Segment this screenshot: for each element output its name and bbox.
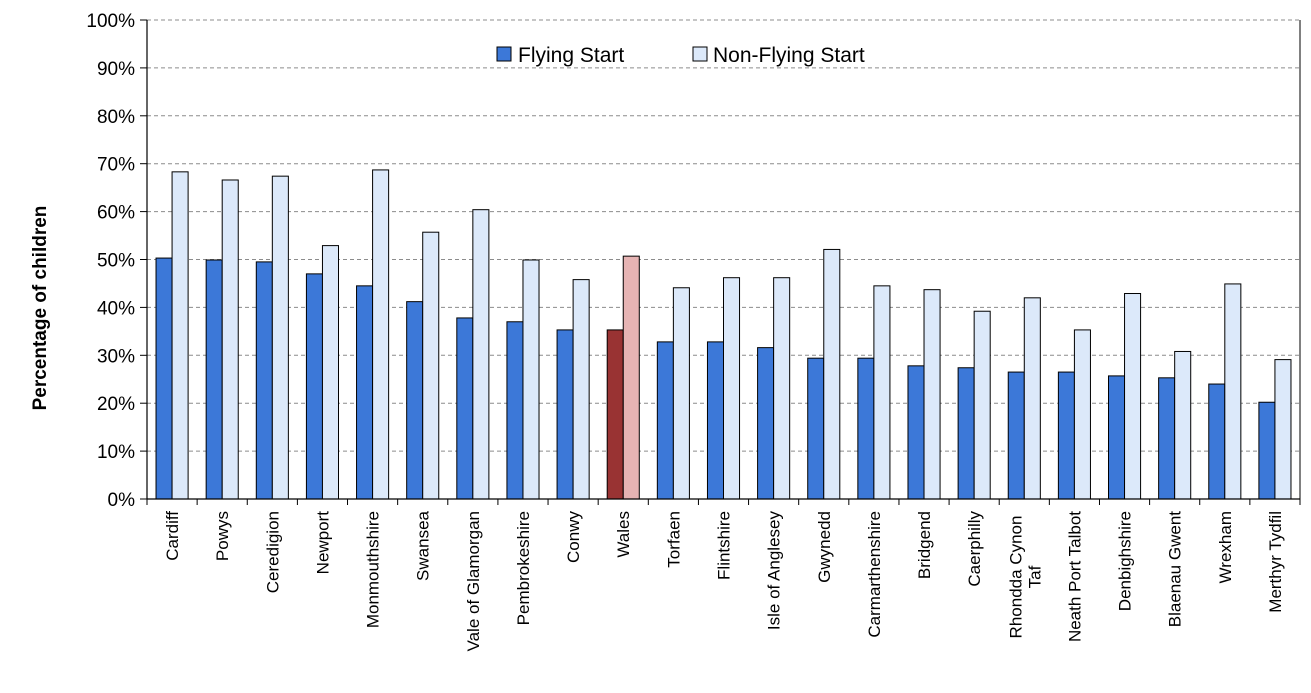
bar-non-flying-start-denbighshire — [1124, 293, 1142, 500]
bar-flying-start-isle-of-anglesey — [757, 347, 775, 500]
bar-flying-start-rhondda-cynon-taf — [1007, 371, 1025, 500]
legend-label-flying-start: Flying Start — [518, 44, 624, 67]
bar-flying-start-wales — [606, 329, 624, 500]
bar-flying-start-bridgend — [907, 365, 925, 500]
x-tick-label: Flintshire — [715, 511, 734, 580]
bar-non-flying-start-rhondda-cynon-taf — [1023, 297, 1041, 500]
y-tick-label: 60% — [97, 203, 135, 224]
bar-flying-start-newport — [305, 273, 323, 500]
x-tick-label: Isle of Anglesey — [765, 511, 784, 631]
bar-flying-start-ceredigion — [255, 261, 273, 500]
bar-flying-start-torfaen — [656, 341, 674, 500]
y-tick-label: 20% — [97, 394, 135, 415]
x-tick-label: Carmarthenshire — [865, 511, 884, 638]
bar-flying-start-wrexham — [1208, 383, 1226, 500]
y-tick-label: 30% — [97, 346, 135, 367]
x-tick-label: Gwynedd — [815, 511, 834, 583]
x-tick-label: Blaenau Gwent — [1166, 511, 1185, 628]
y-axis-label: Percentage of children — [30, 206, 51, 411]
bar-flying-start-cardiff — [155, 257, 173, 500]
bar-non-flying-start-neath-port-talbot — [1073, 329, 1091, 500]
legend-label-non-flying-start: Non-Flying Start — [713, 44, 865, 67]
bar-non-flying-start-flintshire — [723, 277, 741, 500]
bar-flying-start-vale-of-glamorgan — [456, 317, 474, 500]
bar-non-flying-start-ceredigion — [271, 175, 289, 500]
bar-non-flying-start-gwynedd — [823, 248, 841, 500]
bar-flying-start-swansea — [406, 301, 424, 500]
bar-non-flying-start-bridgend — [923, 289, 941, 500]
bar-non-flying-start-pembrokeshire — [522, 259, 540, 500]
bar-non-flying-start-vale-of-glamorgan — [472, 209, 490, 500]
x-tick-label: Wales — [614, 511, 633, 558]
y-tick-label: 90% — [97, 59, 135, 80]
x-tick-label: Swansea — [414, 510, 433, 580]
x-tick-label: Monmouthshire — [364, 511, 383, 628]
bar-non-flying-start-blaenau-gwent — [1174, 350, 1192, 500]
legend-swatch-flying-start — [496, 46, 512, 62]
bar-flying-start-merthyr-tydfil — [1258, 401, 1276, 500]
legend-swatch-non-flying-start — [692, 46, 708, 62]
bar-non-flying-start-cardiff — [171, 171, 189, 500]
bars — [155, 169, 1292, 500]
bar-flying-start-carmarthenshire — [857, 357, 875, 500]
y-tick-label: 70% — [97, 155, 135, 176]
bar-flying-start-pembrokeshire — [506, 321, 524, 500]
x-tick-label: Ceredigion — [263, 511, 282, 593]
x-tick-label: Vale of Glamorgan — [464, 511, 483, 651]
bar-non-flying-start-caerphilly — [973, 310, 991, 500]
bar-non-flying-start-isle-of-anglesey — [773, 277, 791, 500]
x-axis: Cardiff Powys Ceredigion Newport Monmouthshi… — [146, 498, 1301, 651]
y-tick-label: 0% — [108, 490, 136, 511]
y-tick-label: 100% — [86, 11, 135, 32]
bar-flying-start-conwy — [556, 329, 574, 500]
y-axis: 0% 10% 20% 30% 40% 50% 60% 70% 80% 90% 100% — [86, 11, 1301, 511]
y-tick-label: 40% — [97, 298, 135, 319]
x-tick-label: Neath Port Talbot — [1065, 511, 1084, 642]
bar-non-flying-start-swansea — [422, 231, 440, 500]
bar-non-flying-start-wrexham — [1224, 283, 1242, 500]
bar-flying-start-denbighshire — [1108, 375, 1126, 500]
gridlines — [147, 19, 1300, 452]
x-tick-label: Bridgend — [915, 511, 934, 579]
bar-non-flying-start-wales — [622, 255, 640, 500]
y-tick-label: 50% — [97, 251, 135, 272]
x-tick-label: Caerphilly — [965, 511, 984, 587]
bar-flying-start-blaenau-gwent — [1158, 377, 1176, 500]
bar-flying-start-powys — [205, 259, 223, 500]
legend: Flying Start Non-Flying Start — [496, 44, 865, 67]
y-tick-label: 10% — [97, 442, 135, 463]
bar-non-flying-start-monmouthshire — [372, 169, 390, 500]
bar-flying-start-neath-port-talbot — [1057, 371, 1075, 500]
x-tick-label: Rhondda CynonTaf — [1006, 516, 1044, 639]
x-tick-label: Merthyr Tydfil — [1266, 511, 1285, 613]
bar-non-flying-start-newport — [321, 245, 339, 500]
x-tick-label: Pembrokeshire — [514, 511, 533, 625]
y-tick-label: 80% — [97, 107, 135, 128]
bar-flying-start-gwynedd — [807, 357, 825, 500]
x-tick-label: Torfaen — [664, 511, 683, 568]
bar-flying-start-flintshire — [706, 341, 724, 500]
bar-flying-start-caerphilly — [957, 367, 975, 500]
x-tick-label: Conwy — [564, 511, 583, 563]
x-tick-label: Powys — [213, 511, 232, 561]
x-tick-label: Cardiff — [163, 511, 182, 561]
x-tick-label: Newport — [313, 511, 332, 575]
x-tick-label: Denbighshire — [1116, 511, 1135, 611]
bar-non-flying-start-merthyr-tydfil — [1274, 359, 1292, 500]
bar-non-flying-start-carmarthenshire — [873, 285, 891, 500]
bar-flying-start-monmouthshire — [356, 285, 374, 500]
bar-non-flying-start-conwy — [572, 279, 590, 500]
x-tick-label: Wrexham — [1216, 511, 1235, 583]
bar-non-flying-start-powys — [221, 179, 239, 500]
bar-non-flying-start-torfaen — [672, 287, 690, 500]
